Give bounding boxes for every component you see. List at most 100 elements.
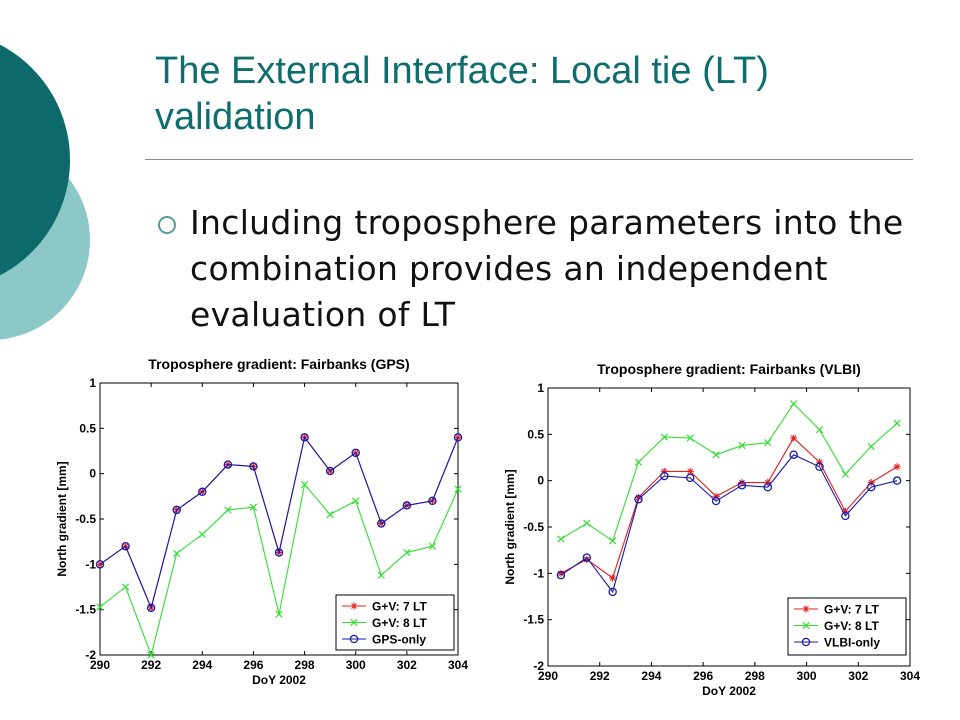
legend-item: G+V: 8 LT (794, 619, 879, 633)
data-point (893, 419, 901, 427)
x-tick-label: 304 (448, 658, 468, 672)
data-point (402, 501, 412, 510)
y-tick-label: -2 (533, 659, 544, 673)
data-point (557, 569, 565, 577)
bullet-circle-icon (158, 216, 176, 234)
x-tick-label: 292 (141, 658, 161, 672)
data-point (790, 400, 798, 408)
y-axis-label: North gradient [mm] (503, 469, 517, 584)
data-point (738, 478, 746, 487)
data-point (121, 583, 130, 591)
series-vlbi-0 (557, 434, 901, 582)
legend-label: G+V: 7 LT (372, 600, 427, 614)
legend-item: VLBI-only (794, 636, 880, 650)
y-tick-label: -1 (533, 566, 544, 580)
legend-item: G+V: 8 LT (342, 616, 427, 630)
x-tick-label: 290 (90, 658, 110, 672)
y-tick-label: -0.5 (75, 512, 96, 526)
y-tick-label: -2 (85, 648, 96, 662)
data-point (454, 485, 462, 493)
data-point (764, 439, 772, 447)
legend-item: G+V: 7 LT (794, 603, 879, 617)
data-point (712, 451, 720, 459)
x-axis-label: DoY 2002 (252, 673, 306, 687)
page-title: The External Interface: Local tie (LT) v… (155, 50, 769, 138)
y-tick-label: 1 (537, 381, 544, 395)
data-point (583, 555, 591, 564)
x-tick-label: 298 (295, 658, 315, 672)
data-point (556, 570, 566, 580)
data-point (198, 487, 207, 497)
series-vlbi-2 (556, 450, 902, 597)
data-point (686, 434, 694, 442)
legend-label: G+V: 8 LT (372, 616, 427, 630)
data-point (711, 496, 721, 506)
y-axis-label: North gradient [mm] (55, 461, 69, 576)
data-point (300, 480, 309, 489)
data-point (351, 448, 360, 458)
x-tick-label: 302 (848, 669, 868, 683)
decorative-circles (0, 44, 90, 340)
x-tick-label: 294 (192, 658, 212, 672)
series-gps-1 (96, 480, 462, 659)
data-point (764, 478, 772, 487)
chart-title: Troposphere gradient: Fairbanks (GPS) (148, 356, 409, 372)
x-tick-label: 292 (590, 669, 610, 683)
data-point (815, 458, 824, 466)
data-point (685, 473, 695, 483)
y-tick-label: -0.5 (523, 520, 544, 534)
data-point (403, 548, 411, 557)
legend-label: VLBI-only (824, 636, 880, 650)
x-tick-label: 296 (693, 669, 713, 683)
data-point (96, 603, 104, 611)
data-point (274, 548, 284, 557)
y-tick-label: -1 (85, 557, 96, 571)
data-point (377, 571, 385, 579)
data-point (867, 478, 875, 487)
legend-marker (802, 605, 810, 613)
legend-label: G+V: 7 LT (824, 603, 879, 617)
data-point (428, 542, 437, 550)
x-axis-label: DoY 2002 (702, 684, 756, 698)
data-point (453, 433, 463, 442)
y-tick-label: -1.5 (523, 613, 544, 627)
data-point (224, 506, 232, 514)
data-point (147, 651, 155, 659)
data-point (892, 476, 902, 485)
chart-vlbi: Troposphere gradient: Fairbanks (VLBI) 29… (503, 361, 920, 698)
data-point (300, 433, 309, 442)
y-tick-label: 0 (89, 467, 96, 481)
data-point (841, 470, 849, 478)
data-point (582, 553, 592, 562)
legend: G+V: 7 LT G+V: 8 LT VLBI-only (787, 597, 907, 656)
data-point (583, 519, 591, 527)
data-point (173, 549, 181, 558)
x-tick-label: 300 (797, 669, 817, 683)
data-point (146, 603, 156, 613)
legend-item: G+V: 7 LT (342, 600, 427, 614)
legend-marker (350, 618, 358, 627)
data-point (121, 541, 130, 551)
decorative-circle-dark (0, 44, 70, 276)
data-point (789, 450, 798, 459)
x-tick-label: 290 (538, 669, 558, 683)
chart-gps: Troposphere gradient: Fairbanks (GPS) 290… (55, 356, 468, 687)
data-point (893, 463, 901, 471)
data-point (815, 462, 824, 472)
data-point (634, 493, 643, 501)
y-tick-label: 1 (89, 376, 96, 390)
data-point (377, 519, 386, 528)
data-point (609, 537, 617, 545)
legend-marker (350, 602, 358, 610)
data-point (326, 510, 334, 519)
x-tick-label: 294 (641, 669, 661, 683)
series-line (560, 437, 898, 579)
data-point (737, 481, 747, 490)
data-point (325, 466, 335, 476)
data-point (275, 610, 283, 618)
bullet-text: Including troposphere parameters into th… (190, 203, 904, 334)
data-point (95, 560, 105, 569)
data-point (841, 511, 850, 521)
data-point (660, 433, 668, 441)
x-tick-label: 300 (346, 658, 366, 672)
